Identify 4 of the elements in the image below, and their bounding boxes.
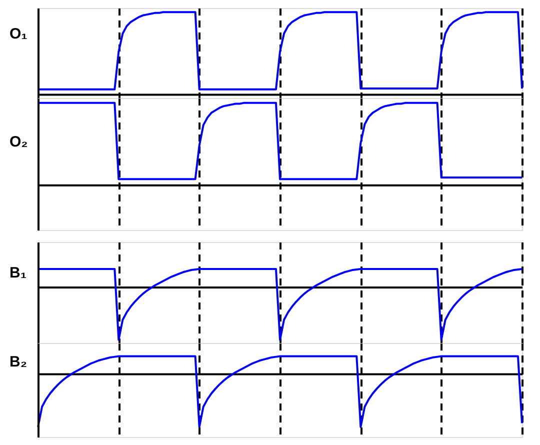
y-axis-title: B₂: [10, 354, 27, 370]
y-axis-title: B₁: [10, 264, 27, 282]
y-axis-title: O₂: [10, 134, 28, 150]
y-axis-title: O₁: [10, 26, 28, 42]
